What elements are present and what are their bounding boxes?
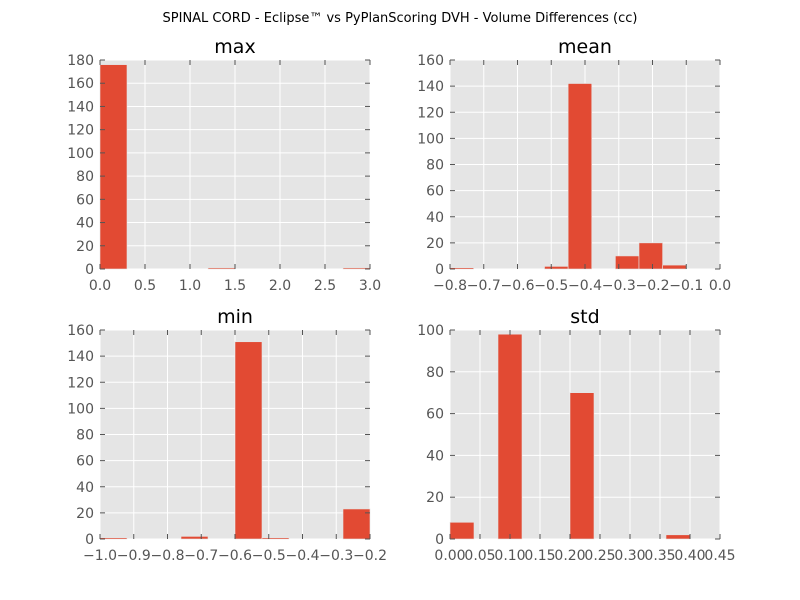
x-tick-label: −0.4 [568, 278, 602, 294]
histogram-bar [638, 242, 663, 270]
subplot-grid: 0.0 0.5 1.0 1.5 2.0 2.5 3.0 0 20 40 60 80 100 120 140 1… [67, 36, 735, 564]
histogram-bar [449, 521, 475, 540]
x-tick-label: 0.05 [464, 548, 495, 564]
subplot-mean: −0.8 −0.7 −0.6 −0.5 −0.4 −0.3 −0.2 −0.1 0.0 0 20 40… [417, 36, 731, 294]
histogram-bar [544, 266, 569, 270]
y-tick-label: 40 [426, 210, 444, 226]
y-tick-label: 60 [76, 192, 94, 208]
y-tick-label: 20 [76, 506, 94, 522]
y-tick-label: 60 [426, 407, 444, 423]
histogram-bar [569, 392, 595, 540]
y-tick-label: 140 [67, 99, 94, 115]
histogram-bar [662, 264, 687, 270]
subplot-min: −1.0 −0.9 −0.8 −0.7 −0.6 −0.5 −0.4 −0.3 −0.2 0 20 4… [67, 306, 387, 564]
y-tick-label: 180 [67, 53, 94, 69]
x-tick-label: −0.4 [286, 548, 320, 564]
histogram-bar [665, 534, 691, 540]
x-tick-label: −0.3 [319, 548, 353, 564]
histogram-bar [342, 508, 371, 540]
x-tick-label: −0.5 [534, 278, 568, 294]
x-tick-label: −0.2 [353, 548, 387, 564]
histogram-bar [567, 83, 593, 270]
x-tick-label: 0.30 [614, 548, 645, 564]
x-tick-label: 0.15 [524, 548, 555, 564]
y-tick-label: 160 [417, 53, 444, 69]
y-tick-label: 120 [67, 123, 94, 139]
x-tick-label: 1.0 [179, 278, 201, 294]
x-tick-label: −1.0 [83, 548, 117, 564]
subplot-title: mean [558, 36, 612, 58]
x-tick-label: −0.3 [602, 278, 636, 294]
y-tick-label: 20 [76, 239, 94, 255]
y-tick-label: 60 [426, 184, 444, 200]
y-tick-label: 80 [76, 428, 94, 444]
y-tick-label: 0 [85, 262, 94, 278]
subplot-title: min [217, 306, 253, 328]
x-tick-label: 1.5 [224, 278, 246, 294]
y-tick-label: 0 [435, 532, 444, 548]
x-tick-label: −0.6 [218, 548, 252, 564]
y-tick-label: 100 [67, 146, 94, 162]
x-tick-label: 0.40 [674, 548, 705, 564]
y-tick-label: 40 [76, 216, 94, 232]
y-tick-label: 80 [426, 365, 444, 381]
y-tick-label: 80 [426, 158, 444, 174]
x-tick-label: 0.10 [494, 548, 525, 564]
x-tick-label: −0.5 [252, 548, 286, 564]
histogram-bar [207, 267, 236, 270]
y-tick-label: 140 [67, 349, 94, 365]
y-tick-label: 60 [76, 454, 94, 470]
x-tick-label: 0.5 [134, 278, 156, 294]
x-tick-label: 0.0 [89, 278, 111, 294]
x-tick-label: 0.45 [704, 548, 735, 564]
y-tick-label: 80 [76, 169, 94, 185]
y-tick-label: 0 [435, 262, 444, 278]
subplot-max: 0.0 0.5 1.0 1.5 2.0 2.5 3.0 0 20 40 60 80 100 120 140 1… [67, 36, 381, 294]
y-tick-label: 40 [426, 448, 444, 464]
y-tick-label: 160 [67, 323, 94, 339]
histogram-bar [497, 333, 523, 540]
x-tick-label: 0.35 [644, 548, 675, 564]
figure-title: SPINAL CORD - Eclipse™ vs PyPlanScoring … [163, 11, 638, 26]
histogram-bar [234, 341, 263, 540]
y-tick-label: 20 [426, 490, 444, 506]
y-tick-label: 100 [417, 131, 444, 147]
x-tick-label: −0.8 [151, 548, 185, 564]
histogram-bar [261, 537, 290, 540]
x-tick-label: −0.9 [117, 548, 151, 564]
y-tick-label: 120 [67, 375, 94, 391]
x-tick-label: 0.20 [554, 548, 585, 564]
y-tick-label: 20 [426, 236, 444, 252]
x-tick-label: 0.0 [709, 278, 731, 294]
x-tick-label: 0.00 [434, 548, 465, 564]
y-tick-label: 100 [417, 323, 444, 339]
y-tick-label: 40 [76, 480, 94, 496]
subplot-std: 0.000.050.100.150.200.250.300.350.400.45… [417, 306, 735, 564]
x-tick-label: −0.8 [433, 278, 467, 294]
histogram-bar [99, 64, 128, 270]
x-tick-label: 2.5 [314, 278, 336, 294]
y-tick-label: 120 [417, 105, 444, 121]
x-tick-label: −0.7 [184, 548, 218, 564]
y-tick-label: 0 [85, 532, 94, 548]
x-tick-label: −0.2 [636, 278, 670, 294]
x-tick-label: −0.6 [501, 278, 535, 294]
x-tick-label: 2.0 [269, 278, 291, 294]
y-tick-label: 160 [67, 76, 94, 92]
y-tick-label: 140 [417, 79, 444, 95]
x-tick-label: 0.25 [584, 548, 615, 564]
subplot-title: max [214, 36, 255, 58]
x-tick-label: −0.7 [467, 278, 501, 294]
x-tick-label: 3.0 [359, 278, 381, 294]
histogram-bar [180, 536, 209, 540]
y-tick-label: 100 [67, 401, 94, 417]
subplot-title: std [570, 306, 599, 328]
x-tick-label: −0.1 [669, 278, 703, 294]
